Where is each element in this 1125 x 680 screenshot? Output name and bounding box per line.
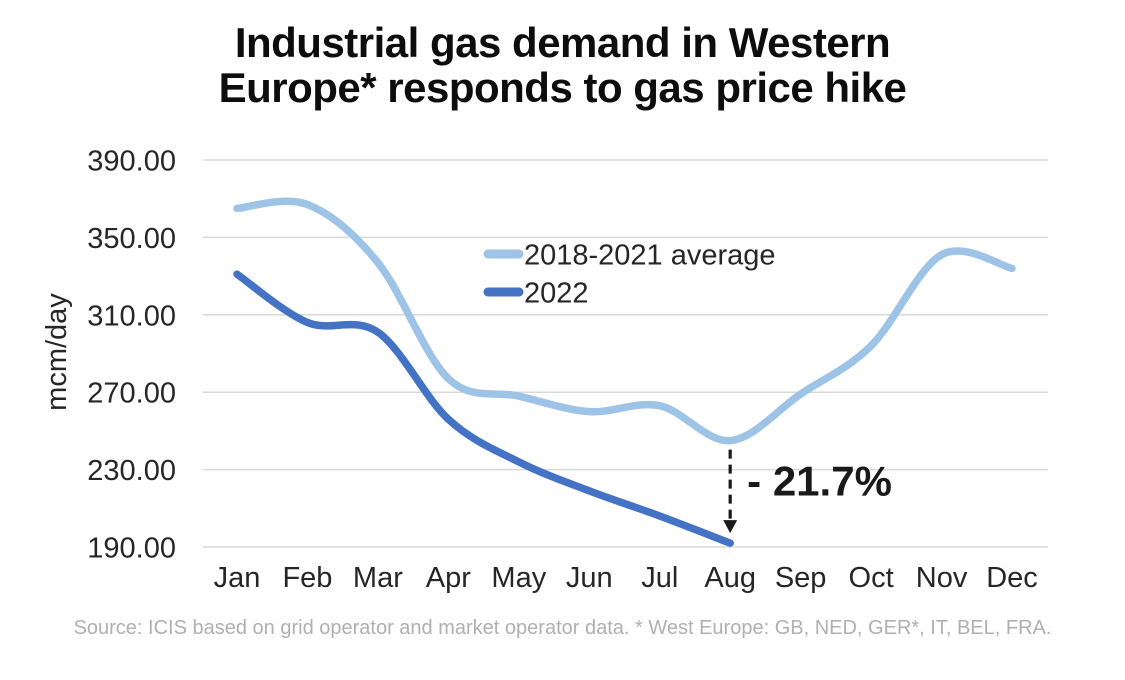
- series-line-2022: [233, 270, 734, 547]
- x-tick-label: Dec: [986, 562, 1038, 594]
- x-tick-label: Jul: [641, 562, 678, 594]
- x-tick-label: Nov: [916, 562, 968, 594]
- source-note: Source: ICIS based on grid operator and …: [73, 617, 1052, 639]
- y-tick-label: 390.00: [87, 146, 176, 178]
- x-tick-label: Sep: [775, 562, 827, 594]
- x-tick-label: Mar: [353, 562, 403, 594]
- x-tick-label: Jan: [214, 562, 261, 594]
- x-tick-label: Apr: [426, 562, 471, 594]
- x-tick-label: Oct: [849, 562, 894, 594]
- x-tick-label: May: [491, 562, 546, 594]
- chart-title-line2: Europe* responds to gas price hike: [218, 64, 907, 111]
- chart-title: Industrial gas demand in Western Europe*…: [0, 20, 1125, 110]
- y-axis-title: mcm/day: [41, 293, 73, 411]
- y-tick-label: 190.00: [87, 533, 176, 565]
- y-tick-label: 350.00: [87, 223, 176, 255]
- x-tick-label: Feb: [282, 562, 332, 594]
- chart-title-line1: Industrial gas demand in Western: [234, 19, 891, 66]
- series-line-2018-2021-average: [233, 197, 1016, 445]
- x-tick-label: Jun: [566, 562, 613, 594]
- y-tick-label: 310.00: [87, 300, 176, 332]
- annotation-label: - 21.7%: [747, 457, 892, 504]
- x-tick-label: Aug: [704, 562, 756, 594]
- y-tick-label: 230.00: [87, 455, 176, 487]
- legend-label: 2022: [524, 278, 589, 310]
- y-tick-label: 270.00: [87, 378, 176, 410]
- legend-label: 2018-2021 average: [524, 240, 776, 272]
- annotation-arrow-head: [723, 520, 738, 534]
